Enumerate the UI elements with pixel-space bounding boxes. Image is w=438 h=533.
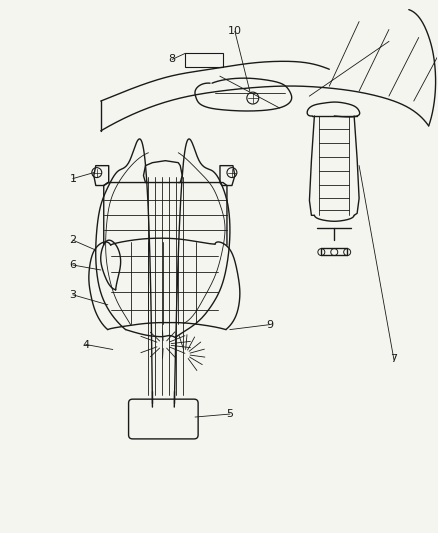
Text: 10: 10 [228,27,242,36]
Text: 7: 7 [390,354,397,365]
Text: 6: 6 [70,260,77,270]
Text: 1: 1 [70,174,77,183]
Text: 5: 5 [226,409,233,419]
FancyBboxPatch shape [129,399,198,439]
Bar [185,53,223,67]
Text: 2: 2 [69,235,77,245]
Text: 4: 4 [82,340,89,350]
Text: 8: 8 [169,54,176,64]
Text: 9: 9 [266,320,273,329]
Text: 3: 3 [70,290,77,300]
